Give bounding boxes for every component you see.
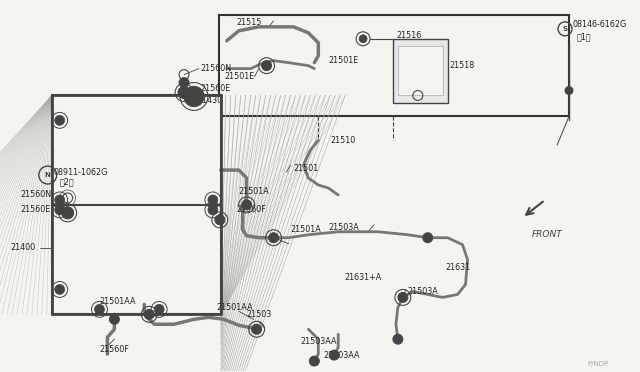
Text: 21501A: 21501A [291, 225, 321, 234]
Text: 21516: 21516 [396, 31, 421, 40]
Circle shape [179, 78, 189, 87]
Circle shape [54, 115, 65, 125]
Text: 21503A: 21503A [328, 223, 359, 232]
Text: 21400: 21400 [10, 243, 35, 252]
Circle shape [95, 304, 104, 314]
Circle shape [109, 314, 120, 324]
Text: 21503: 21503 [246, 310, 272, 319]
Text: 21560N: 21560N [20, 190, 51, 199]
Text: 21501E: 21501E [225, 72, 255, 81]
Text: 21510: 21510 [330, 136, 355, 145]
Text: 08911-1062G: 08911-1062G [54, 167, 108, 177]
Circle shape [144, 310, 154, 319]
Text: 21501AA: 21501AA [217, 303, 253, 312]
Text: 21631+A: 21631+A [344, 273, 381, 282]
Text: 21503AA: 21503AA [300, 337, 337, 346]
Text: N: N [45, 172, 51, 178]
Text: （1）: （1） [577, 32, 591, 41]
Text: （2）: （2） [60, 177, 74, 186]
Text: 21503AA: 21503AA [323, 350, 360, 360]
Circle shape [252, 324, 262, 334]
Bar [219, 15, 569, 116]
Circle shape [54, 195, 65, 205]
Circle shape [154, 304, 164, 314]
Bar [52, 96, 221, 314]
Text: 21560N: 21560N [200, 64, 231, 73]
Text: P/NDP: P/NDP [587, 361, 608, 367]
Circle shape [309, 356, 319, 366]
Bar [393, 39, 447, 103]
Text: 21560E: 21560E [200, 84, 230, 93]
Text: 21560F: 21560F [99, 344, 129, 354]
Circle shape [393, 334, 403, 344]
Circle shape [262, 61, 271, 71]
Circle shape [269, 233, 278, 243]
Circle shape [565, 87, 573, 94]
Circle shape [242, 200, 252, 210]
Text: 21518: 21518 [450, 61, 475, 70]
Circle shape [398, 292, 408, 302]
Text: 21560F: 21560F [237, 205, 266, 214]
Text: FRONT: FRONT [532, 230, 563, 239]
Text: 21631: 21631 [445, 263, 471, 272]
Text: 21501: 21501 [294, 164, 319, 173]
Text: 21515: 21515 [237, 18, 262, 28]
Bar [398, 46, 443, 96]
Text: S: S [563, 26, 568, 32]
Text: 21560E: 21560E [20, 205, 50, 214]
Text: 21430: 21430 [197, 96, 222, 105]
Circle shape [329, 350, 339, 360]
Circle shape [54, 285, 65, 294]
Text: 08146-6162G: 08146-6162G [573, 20, 627, 29]
Circle shape [423, 233, 433, 243]
Circle shape [61, 207, 74, 219]
Text: 21501A: 21501A [239, 187, 269, 196]
Circle shape [208, 205, 218, 215]
Circle shape [184, 87, 204, 106]
Circle shape [208, 195, 218, 205]
Circle shape [54, 205, 65, 215]
Circle shape [215, 215, 225, 225]
Circle shape [178, 87, 190, 99]
Circle shape [359, 35, 367, 43]
Text: 21501E: 21501E [328, 56, 358, 65]
Text: 21503A: 21503A [408, 287, 438, 296]
Text: 21501AA: 21501AA [99, 297, 136, 306]
